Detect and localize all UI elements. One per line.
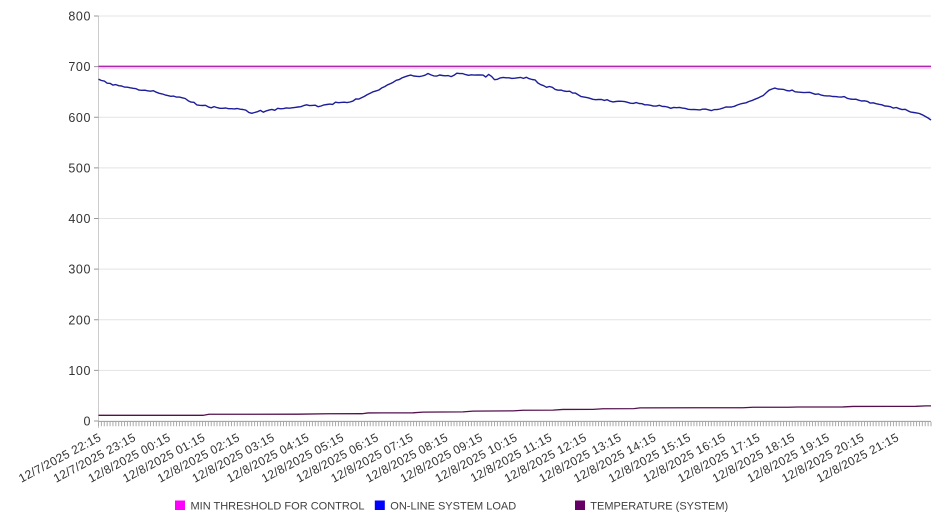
svg-text:500: 500 xyxy=(68,162,91,176)
svg-text:800: 800 xyxy=(68,10,91,24)
svg-text:700: 700 xyxy=(68,60,91,74)
svg-text:300: 300 xyxy=(68,263,91,277)
svg-text:ON-LINE SYSTEM LOAD: ON-LINE SYSTEM LOAD xyxy=(390,500,516,512)
svg-text:200: 200 xyxy=(68,313,91,327)
svg-text:0: 0 xyxy=(83,415,91,429)
svg-text:MIN THRESHOLD FOR CONTROL: MIN THRESHOLD FOR CONTROL xyxy=(191,500,365,512)
svg-text:TEMPERATURE (SYSTEM): TEMPERATURE (SYSTEM) xyxy=(590,500,728,512)
svg-text:600: 600 xyxy=(68,111,91,125)
svg-text:100: 100 xyxy=(68,364,91,378)
svg-text:400: 400 xyxy=(68,212,91,226)
